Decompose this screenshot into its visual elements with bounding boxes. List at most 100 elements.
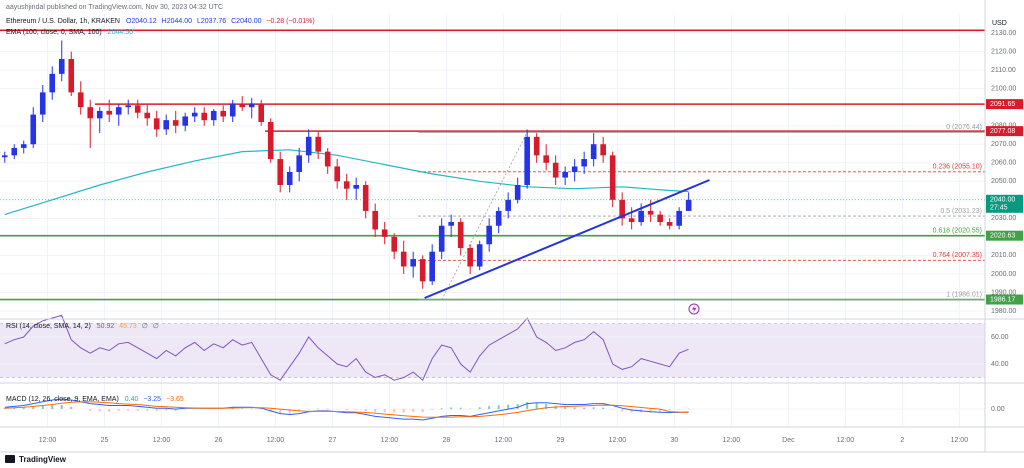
macd-histogram-bar [440, 408, 443, 410]
candle-body [229, 103, 236, 117]
macd-histogram-bar [89, 409, 92, 411]
macd-histogram-bar [231, 408, 234, 410]
macd-histogram-bar [41, 405, 44, 410]
macd-histogram-bar [32, 406, 35, 410]
candle-body [163, 120, 170, 130]
candle-body [191, 112, 198, 117]
candle-body [286, 172, 293, 185]
y-tick-label: 60.00 [991, 334, 1009, 341]
level-box [986, 230, 1023, 241]
candle-body [419, 259, 426, 282]
level-label: 2020.63 [990, 233, 1015, 240]
macd-histogram-bar [174, 409, 177, 411]
candle-body [448, 222, 454, 226]
candle-body [315, 136, 322, 152]
macd-histogram-bar [279, 409, 282, 414]
macd-histogram-bar [108, 409, 111, 412]
macd-histogram-bar [488, 406, 491, 410]
rsi-line [4, 314, 689, 382]
candle-body [201, 112, 208, 121]
level-label: 2077.08 [990, 128, 1015, 135]
fib-label: 1 (1986.01) [946, 292, 982, 299]
candle-body [505, 199, 511, 211]
candle-body [467, 247, 473, 267]
x-tick-label: 25 [101, 437, 109, 444]
rsi-legend: RSI (14, close, SMA, 14, 2) 50.92 45.73 … [6, 323, 159, 330]
candle-body [362, 184, 369, 211]
x-tick-label: 30 [670, 437, 678, 444]
candle-body [353, 184, 359, 189]
candle-body [552, 162, 559, 178]
candle-body [562, 172, 568, 178]
y-tick-label: 2120.00 [991, 48, 1016, 55]
macd-histogram-bar [497, 405, 500, 410]
candle-body [277, 159, 284, 185]
candle-body [115, 107, 122, 115]
candle-body [220, 110, 227, 117]
candle-body [514, 184, 521, 200]
candle-body [609, 155, 616, 200]
candle-body [258, 103, 265, 123]
macd-histogram-bar [583, 407, 586, 410]
symbol-title: Ethereum / U.S. Dollar, 1h, KRAKEN [6, 18, 120, 25]
plot: 0 (2076.44) 0.236 (2055.10) 0.5 (2031.23) 0… [0, 29, 985, 421]
alert-bolt[interactable] [692, 305, 697, 313]
candle-body [305, 136, 312, 156]
candle-body [68, 59, 75, 93]
candle-body [239, 103, 246, 108]
alert-icon[interactable] [688, 303, 700, 315]
candle-body [457, 222, 464, 248]
candle-body [543, 155, 549, 163]
candle-body [134, 105, 141, 113]
macd-hist-value: 0.40 [125, 396, 139, 403]
candle-body [476, 244, 483, 267]
macd-histogram-bar [374, 409, 377, 413]
y-tick-label: 40.00 [991, 361, 1009, 368]
candle-body [600, 144, 606, 156]
macd-histogram-bar [136, 409, 139, 411]
macd-histogram-bar [98, 409, 101, 412]
ohlc-low: L2037.76 [197, 18, 226, 25]
rsi-ma-value: 45.73 [119, 323, 137, 330]
level-box [986, 126, 1023, 137]
candle-body [182, 116, 189, 126]
macd-histogram-bar [155, 409, 158, 411]
macd-histogram-bar [459, 407, 462, 410]
signal-value: −3.65 [166, 396, 184, 403]
x-tick-label: 26 [215, 437, 223, 444]
level-box [986, 99, 1023, 110]
rsi-title: RSI (14, close, SMA, 14, 2) [6, 323, 91, 330]
macd-histogram-bar [450, 407, 453, 410]
candle-body [581, 159, 587, 167]
rsi-empty-value: ∅ [142, 323, 148, 330]
candle-body [571, 166, 578, 173]
candle-body [324, 151, 331, 167]
x-tick-label: 28 [443, 437, 451, 444]
candle-body [391, 236, 397, 252]
macd-histogram-bar [602, 407, 605, 410]
grid [0, 14, 985, 427]
macd-histogram-bar [545, 404, 548, 410]
fib-label: 0.236 (2055.10) [933, 164, 982, 171]
candle-body [400, 251, 407, 267]
publisher: aayushjindal published on TradingView.co… [6, 4, 223, 11]
last-price-label: 2040.00 [990, 197, 1015, 204]
macd-histogram-bar [165, 409, 168, 411]
macd-line [4, 398, 689, 421]
macd-histogram-bar [393, 409, 396, 413]
macd-histogram-bar [564, 407, 567, 410]
macd-histogram-bar [402, 409, 405, 413]
candle-body [372, 210, 378, 230]
macd-histogram-bar [13, 407, 16, 410]
candle-body [39, 92, 46, 115]
macd-histogram-bar [573, 407, 576, 410]
candle-body [248, 103, 255, 108]
y-tick-label: 2130.00 [991, 30, 1016, 37]
macd-histogram-bar [288, 409, 291, 414]
macd-histogram-bar [630, 409, 633, 413]
footer-brand: TradingView [19, 455, 67, 464]
candle-body [30, 114, 37, 145]
x-tick-label: 12:00 [495, 437, 513, 444]
rsi-value: 50.92 [97, 323, 115, 330]
